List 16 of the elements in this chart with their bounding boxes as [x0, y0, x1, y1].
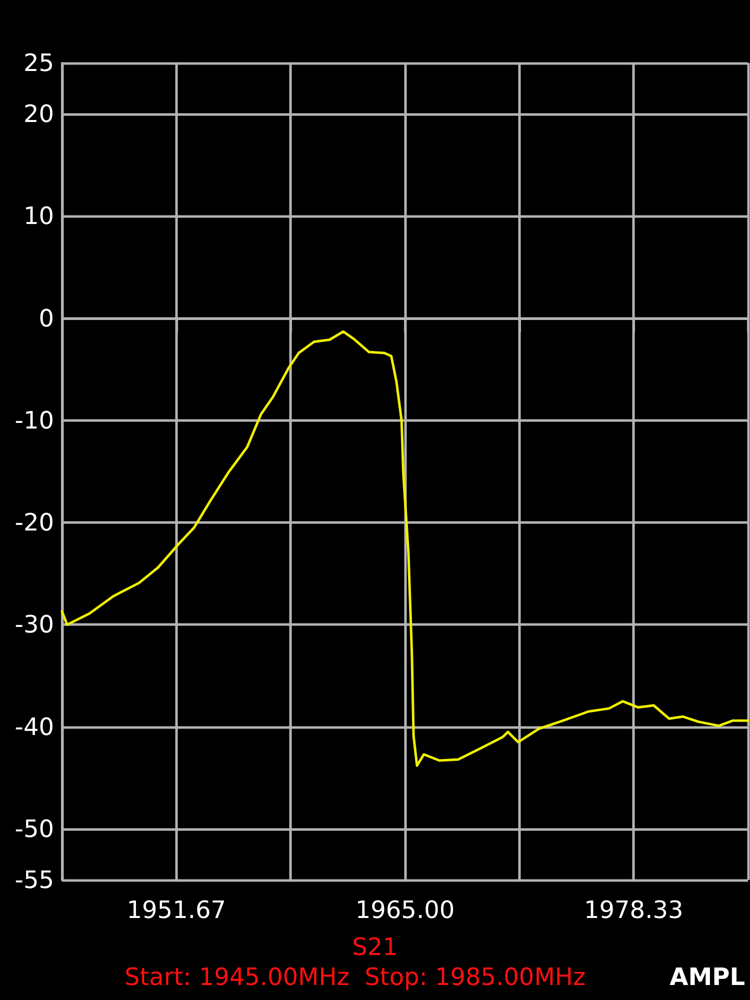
- x-tick-label: 1965.00: [355, 896, 455, 924]
- text: S21: [352, 933, 398, 961]
- x-tick-label: 1978.33: [584, 896, 684, 924]
- y-tick-label: 25: [23, 49, 54, 77]
- y-tick-label: -10: [14, 406, 54, 434]
- y-tick-label: -30: [14, 610, 54, 639]
- x-tick-label: 1951.67: [126, 896, 226, 924]
- y-tick-label: -20: [14, 508, 54, 537]
- y-tick-label: -40: [14, 712, 54, 741]
- text: AMPL: [670, 963, 745, 991]
- y-tick-label: -50: [14, 814, 54, 843]
- y-tick-label: 10: [23, 202, 54, 230]
- text: Start: 1945.00MHz Stop: 1985.00MHz: [124, 963, 586, 991]
- y-tick-label: -55: [14, 866, 54, 894]
- y-tick-label: 0: [38, 304, 54, 332]
- y-tick-label: 20: [23, 100, 54, 128]
